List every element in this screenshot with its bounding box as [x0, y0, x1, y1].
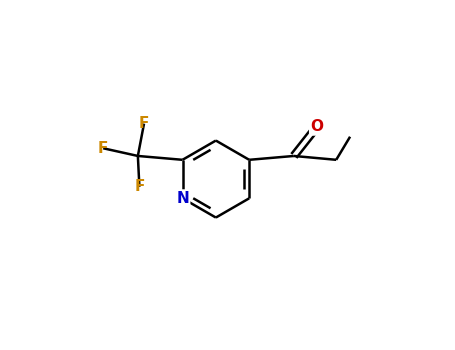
Text: N: N	[176, 191, 189, 206]
Text: F: F	[98, 141, 108, 156]
Text: F: F	[139, 116, 149, 131]
Text: O: O	[310, 119, 324, 134]
Text: F: F	[134, 179, 145, 194]
